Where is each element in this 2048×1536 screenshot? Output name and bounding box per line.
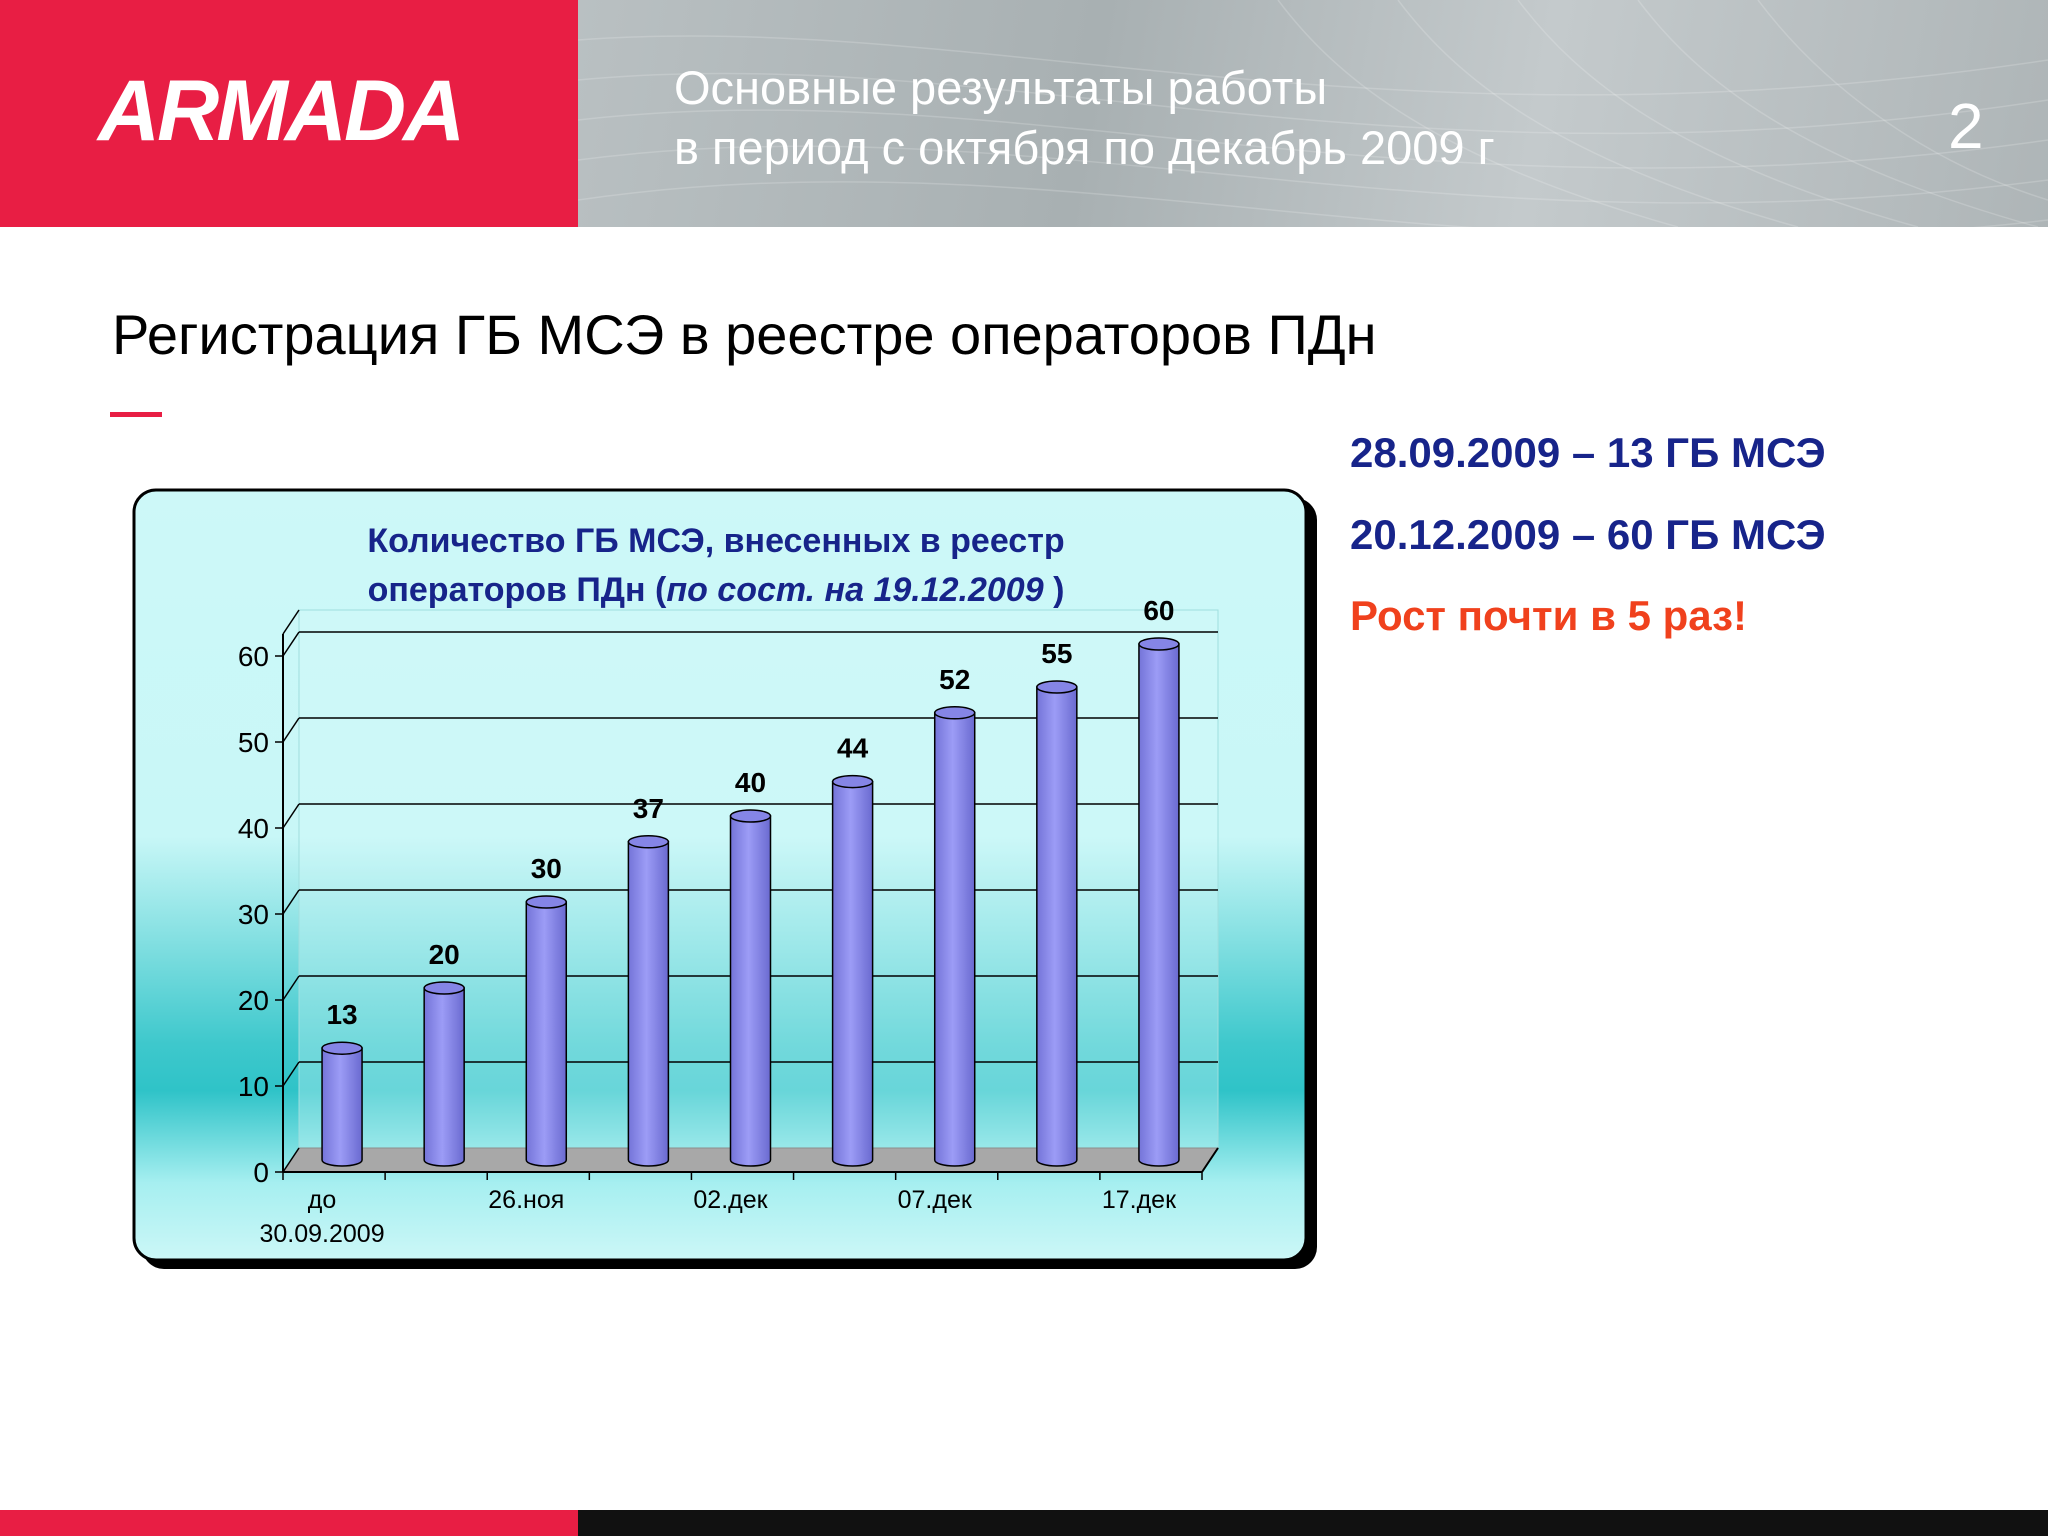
x-axis-depth [1201,1147,1219,1173]
bar [525,901,568,1167]
bar-value-label: 52 [939,664,970,695]
x-category-label: 26.ноя [488,1186,564,1214]
header-title-line2: в период с октября по декабрь 2009 г [674,121,1495,174]
y-tick-label: 40 [238,813,269,844]
bar-value-label: 44 [837,733,869,764]
bar-top [423,981,465,995]
bar-top [627,835,670,849]
bar [423,987,465,1167]
y-tick-label: 20 [238,985,269,1016]
bar-top [1138,637,1180,651]
bar-value-label: 55 [1041,638,1072,669]
chart-title-prefix: операторов ПДн ( [368,571,667,609]
info-line-start: 28.09.2009 – 13 ГБ МСЭ [1350,429,1826,476]
x-category-label: 07.дек [898,1186,973,1214]
info-line-growth: Рост почти в 5 раз! [1350,592,1747,639]
bar [933,712,976,1167]
page-number: 2 [1948,90,1984,162]
banner-pattern [578,0,2048,227]
slide-title: Регистрация ГБ МСЭ в реестре операторов … [112,303,1377,366]
bar [729,815,772,1167]
gridline-depth [282,975,300,1001]
footer-black-bar [578,1510,2048,1536]
bar-top [729,809,772,823]
x-category-label: 02.дек [693,1186,768,1214]
bar [321,1047,363,1167]
bar-value-label: 60 [1143,595,1174,626]
bar [1036,686,1078,1167]
chart-title-line2: операторов ПДн (по сост. на 19.12.2009 ) [368,571,1065,609]
bar-top [933,706,976,720]
chart-title-suffix: ) [1044,571,1065,609]
header-banner [578,0,2048,227]
gridline-depth [282,1147,300,1173]
bar [1138,643,1180,1167]
bar-value-label: 20 [429,939,460,970]
gridline-depth [282,1061,300,1087]
x-category-label: 17.дек [1102,1186,1177,1214]
y-tick-label: 10 [238,1071,269,1102]
x-category-label: 30.09.2009 [259,1220,384,1248]
bar-top [1036,680,1078,694]
y-tick-label: 30 [238,899,269,930]
bar-value-label: 37 [633,793,664,824]
gridline-depth [282,889,300,915]
header-title-line1: Основные результаты работы [674,61,1328,114]
y-tick-label: 50 [238,727,269,758]
header-title: Основные результаты работы в период с ок… [674,58,1495,178]
bar-value-label: 13 [326,999,357,1030]
bar [831,780,874,1167]
gridline-depth [282,803,300,829]
footer-red-bar [0,1510,578,1536]
y-axis-depth [282,609,300,635]
bar-value-label: 40 [735,767,766,798]
armada-logo: ARMADA [98,63,465,159]
bar-top [321,1041,363,1055]
x-category-label: до [308,1186,337,1214]
bar-top [525,895,568,909]
bar [627,841,670,1167]
y-tick-label: 0 [253,1157,269,1188]
gridline-depth [282,631,300,657]
gridline-depth [282,717,300,743]
chart-title-italic: по сост. на 19.12.2009 [666,571,1043,609]
y-tick-label: 60 [238,641,269,672]
bar-value-label: 30 [531,853,562,884]
info-line-end: 20.12.2009 – 60 ГБ МСЭ [1350,511,1826,558]
bar-top [831,774,874,789]
chart-title-line1: Количество ГБ МСЭ, внесенных в реестр [367,522,1064,560]
plot-area: 0 10 20 30 40 50 60 13 20 30 37 40 44 52 55 60 до 30.09.2… [238,595,1219,1248]
title-accent-line [110,412,162,417]
logo-area: ARMADA [0,0,578,227]
header: ARMADA Основные результаты работы в пери… [0,0,2048,227]
